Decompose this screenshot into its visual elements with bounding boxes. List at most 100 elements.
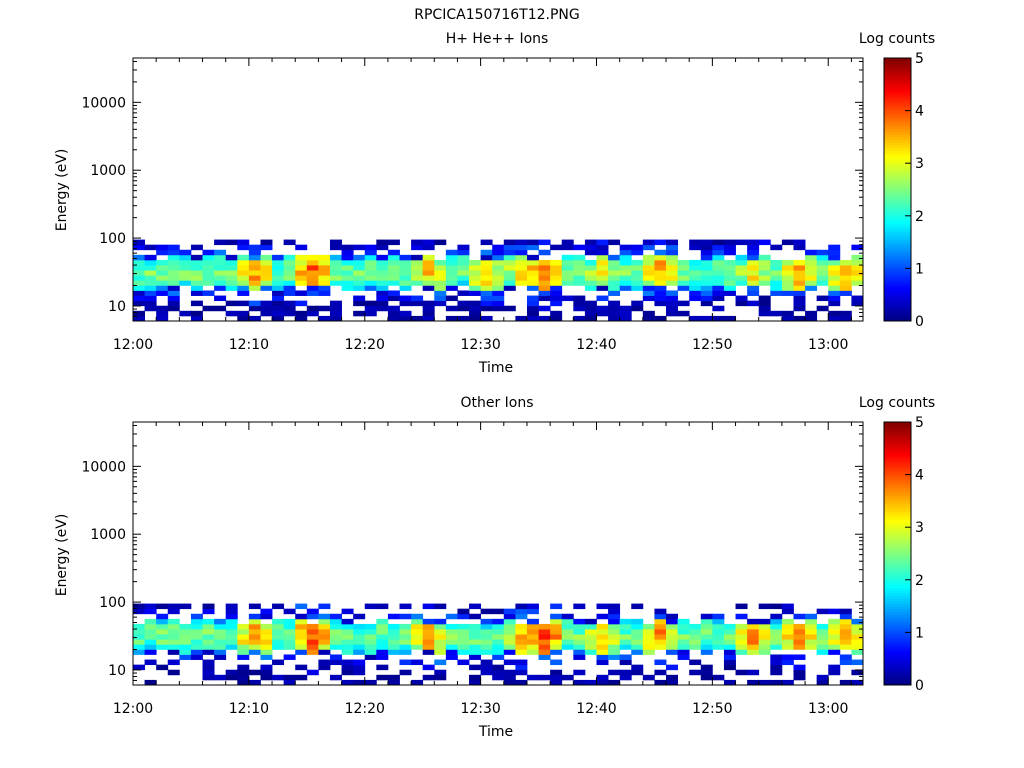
y-axis-label: Energy (eV) — [54, 149, 70, 232]
spectrogram-cell — [596, 295, 609, 302]
spectrogram-cell — [457, 623, 470, 630]
spectrogram-cell — [272, 644, 285, 650]
colorbar-swatch — [884, 205, 911, 209]
spectrogram-cell — [608, 285, 621, 291]
spectrogram-cell — [816, 254, 829, 261]
spectrogram-cell — [723, 315, 736, 322]
spectrogram-cell — [689, 239, 702, 246]
spectrogram-cell — [608, 259, 621, 266]
spectrogram-cell — [214, 275, 227, 281]
panel-h-ions: H+ He++ Ions Log counts Time Energy (eV)… — [54, 31, 935, 376]
colorbar-swatch — [884, 632, 911, 636]
spectrogram-cell — [816, 249, 829, 256]
spectrogram-cell — [260, 285, 273, 291]
spectrogram-cell — [538, 259, 551, 266]
spectrogram-cell — [248, 300, 261, 307]
spectrogram-cell — [550, 290, 563, 296]
spectrogram-cell — [642, 623, 655, 630]
colorbar-swatch — [884, 299, 911, 304]
spectrogram-cell — [457, 613, 470, 620]
spectrogram-cell — [550, 674, 563, 681]
spectrogram-cell — [805, 644, 818, 650]
spectrogram-cell — [596, 310, 609, 317]
x-tick-label: 12:00 — [113, 337, 153, 353]
spectrogram-cell — [700, 629, 713, 635]
spectrogram-cell — [260, 623, 273, 630]
spectrogram-cell — [747, 669, 760, 676]
spectrogram-cell — [422, 305, 435, 312]
spectrogram-cell — [561, 270, 574, 276]
spectrogram-cell — [666, 295, 679, 302]
spectrogram-cell — [248, 613, 261, 620]
spectrogram-cell — [492, 265, 505, 271]
colorbar-swatch — [884, 485, 911, 489]
colorbar-swatch — [884, 265, 911, 269]
spectrogram-cell — [770, 603, 783, 610]
spectrogram-cell — [260, 254, 273, 261]
spectrogram-cell — [202, 674, 215, 681]
spectrogram-cell — [573, 669, 586, 676]
spectrogram-cell — [179, 249, 192, 256]
colorbar-swatch — [884, 648, 911, 652]
spectrogram-cell — [434, 259, 447, 266]
spectrogram-cell — [480, 315, 493, 322]
spectrogram-cell — [156, 629, 169, 635]
spectrogram-cell — [422, 634, 435, 640]
spectrogram-cell — [295, 644, 308, 650]
spectrogram-cell — [689, 295, 702, 302]
spectrogram-cell — [353, 254, 366, 261]
colorbar-swatch — [884, 514, 911, 518]
spectrogram-cell — [747, 285, 760, 291]
spectrogram-cell — [214, 674, 227, 681]
spectrogram-cell — [306, 310, 319, 317]
spectrogram-cell — [747, 254, 760, 261]
spectrogram-cell — [457, 305, 470, 312]
spectrogram-cell — [747, 280, 760, 286]
spectrogram-cell — [573, 275, 586, 281]
spectrogram-cell — [770, 280, 783, 286]
colorbar-swatch — [884, 506, 911, 510]
spectrogram-cell — [839, 623, 852, 630]
spectrogram-cell — [214, 623, 227, 630]
spectrogram-cell — [376, 634, 389, 640]
spectrogram-cell — [503, 265, 516, 271]
spectrogram-cell — [538, 639, 551, 645]
spectrogram-cell — [828, 300, 841, 307]
spectrogram-cell — [550, 275, 563, 281]
spectrogram-cell — [190, 254, 203, 261]
spectrogram-cell — [851, 244, 864, 251]
spectrogram-cell — [515, 265, 528, 271]
spectrogram-cell — [167, 634, 180, 640]
spectrogram-cell — [237, 644, 250, 650]
x-tick-label: 12:30 — [460, 337, 500, 353]
x-tick-label: 12:40 — [576, 701, 616, 717]
spectrogram-cell — [839, 618, 852, 625]
spectrogram-cell — [712, 270, 725, 276]
spectrogram-cell — [329, 623, 342, 630]
spectrogram-cell — [295, 310, 308, 317]
spectrogram-cell — [550, 285, 563, 291]
spectrogram-cell — [469, 259, 482, 266]
x-axis-label: Time — [478, 360, 513, 376]
spectrogram-cell — [608, 613, 621, 620]
spectrogram-cell — [353, 634, 366, 640]
spectrogram-cell — [584, 265, 597, 271]
spectrogram-cell — [422, 280, 435, 286]
spectrogram-cell — [445, 265, 458, 271]
spectrogram-cell — [179, 644, 192, 650]
colorbar-swatch — [884, 571, 911, 576]
spectrogram-cell — [805, 634, 818, 640]
spectrogram-cell — [770, 290, 783, 296]
spectrogram-cell — [654, 618, 667, 625]
spectrogram-cell — [828, 634, 841, 640]
spectrogram-cell — [712, 634, 725, 640]
spectrogram-cell — [133, 649, 145, 655]
spectrogram-cell — [144, 639, 157, 645]
y-tick-label: 100 — [99, 595, 126, 611]
spectrogram-cell — [666, 239, 679, 246]
spectrogram-cell — [608, 649, 621, 655]
spectrogram-cell — [167, 265, 180, 271]
spectrogram-cell — [364, 654, 377, 660]
spectrogram-cell — [561, 634, 574, 640]
